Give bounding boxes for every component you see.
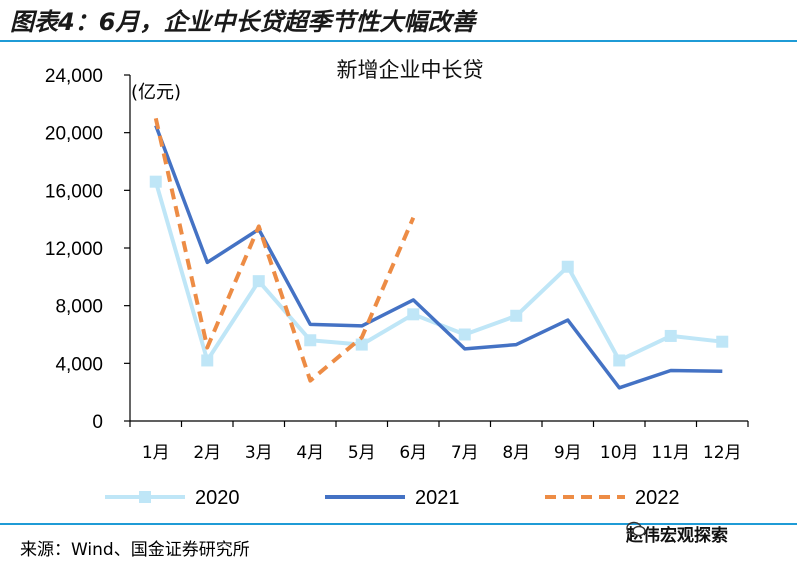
x-tick-label: 11月 xyxy=(651,443,690,463)
data-point-2020 xyxy=(561,260,574,273)
x-tick-label: 9月 xyxy=(554,443,582,463)
data-point-2020 xyxy=(458,328,471,341)
series-line-2020 xyxy=(153,181,723,363)
series-group xyxy=(149,117,729,390)
wechat-icon xyxy=(626,521,646,537)
series-line-2022 xyxy=(153,117,416,383)
y-tick-label: 20,000 xyxy=(45,124,103,145)
x-tick-label: 10月 xyxy=(600,443,639,463)
x-tick-label: 6月 xyxy=(399,443,427,463)
bottom-rule xyxy=(0,523,797,525)
data-point-2020 xyxy=(510,309,523,322)
x-tick-label: 1月 xyxy=(142,443,170,463)
y-tick-label: 0 xyxy=(92,412,103,433)
data-point-2020 xyxy=(252,275,265,288)
figure-title: 图表4：6月，企业中长贷超季节性大幅改善 xyxy=(10,8,476,36)
top-rule xyxy=(0,40,797,42)
series-line-2021 xyxy=(154,124,723,390)
chart-title: 新增企业中长贷 xyxy=(337,58,484,82)
x-tick-label: 8月 xyxy=(502,443,530,463)
data-point-2020 xyxy=(201,354,214,367)
data-point-2020 xyxy=(407,308,420,321)
y-tick-label: 24,000 xyxy=(45,66,103,87)
data-point-2020 xyxy=(613,354,626,367)
data-point-2020 xyxy=(664,329,677,342)
y-tick-label: 16,000 xyxy=(45,181,103,202)
y-unit-label: (亿元) xyxy=(131,82,181,103)
data-point-2020 xyxy=(304,334,317,347)
y-tick-label: 4,000 xyxy=(55,354,103,375)
x-tick-label: 2月 xyxy=(193,443,221,463)
axes xyxy=(129,75,748,422)
x-tick-label: 3月 xyxy=(245,443,273,463)
x-tick-label: 4月 xyxy=(296,443,324,463)
x-tick-label: 5月 xyxy=(348,443,376,463)
y-axis-ticks: 0 4,000 8,000 12,000 16,000 20,000 24,000 xyxy=(45,66,130,433)
x-tick-label: 12月 xyxy=(703,443,742,463)
brand-text: 赵伟宏观探索 xyxy=(626,526,728,546)
data-point-2020 xyxy=(149,175,162,188)
legend-label-2021: 2021 xyxy=(415,487,460,509)
y-tick-label: 12,000 xyxy=(45,239,103,260)
y-tick-label: 8,000 xyxy=(55,297,103,318)
line-chart: 新增企业中长贷 (亿元) 0 4,000 8,000 12,000 16,000 20,0… xyxy=(45,58,749,509)
brand-label: 赵伟宏观探索 xyxy=(626,521,728,546)
data-point-2020 xyxy=(716,335,729,348)
legend-label-2022: 2022 xyxy=(635,487,680,509)
source-note: 来源：Wind、国金证券研究所 xyxy=(20,540,250,560)
x-tick-label: 7月 xyxy=(451,443,479,463)
data-point-2020 xyxy=(355,338,368,351)
legend-label-2020: 2020 xyxy=(195,487,240,509)
legend-marker-2020 xyxy=(139,491,151,503)
x-axis-ticks: 1月 2月 3月 4月 5月 6月 7月 8月 9月 10月 11月 12月 xyxy=(129,421,749,463)
legend: 2020 2021 2022 xyxy=(105,487,680,509)
